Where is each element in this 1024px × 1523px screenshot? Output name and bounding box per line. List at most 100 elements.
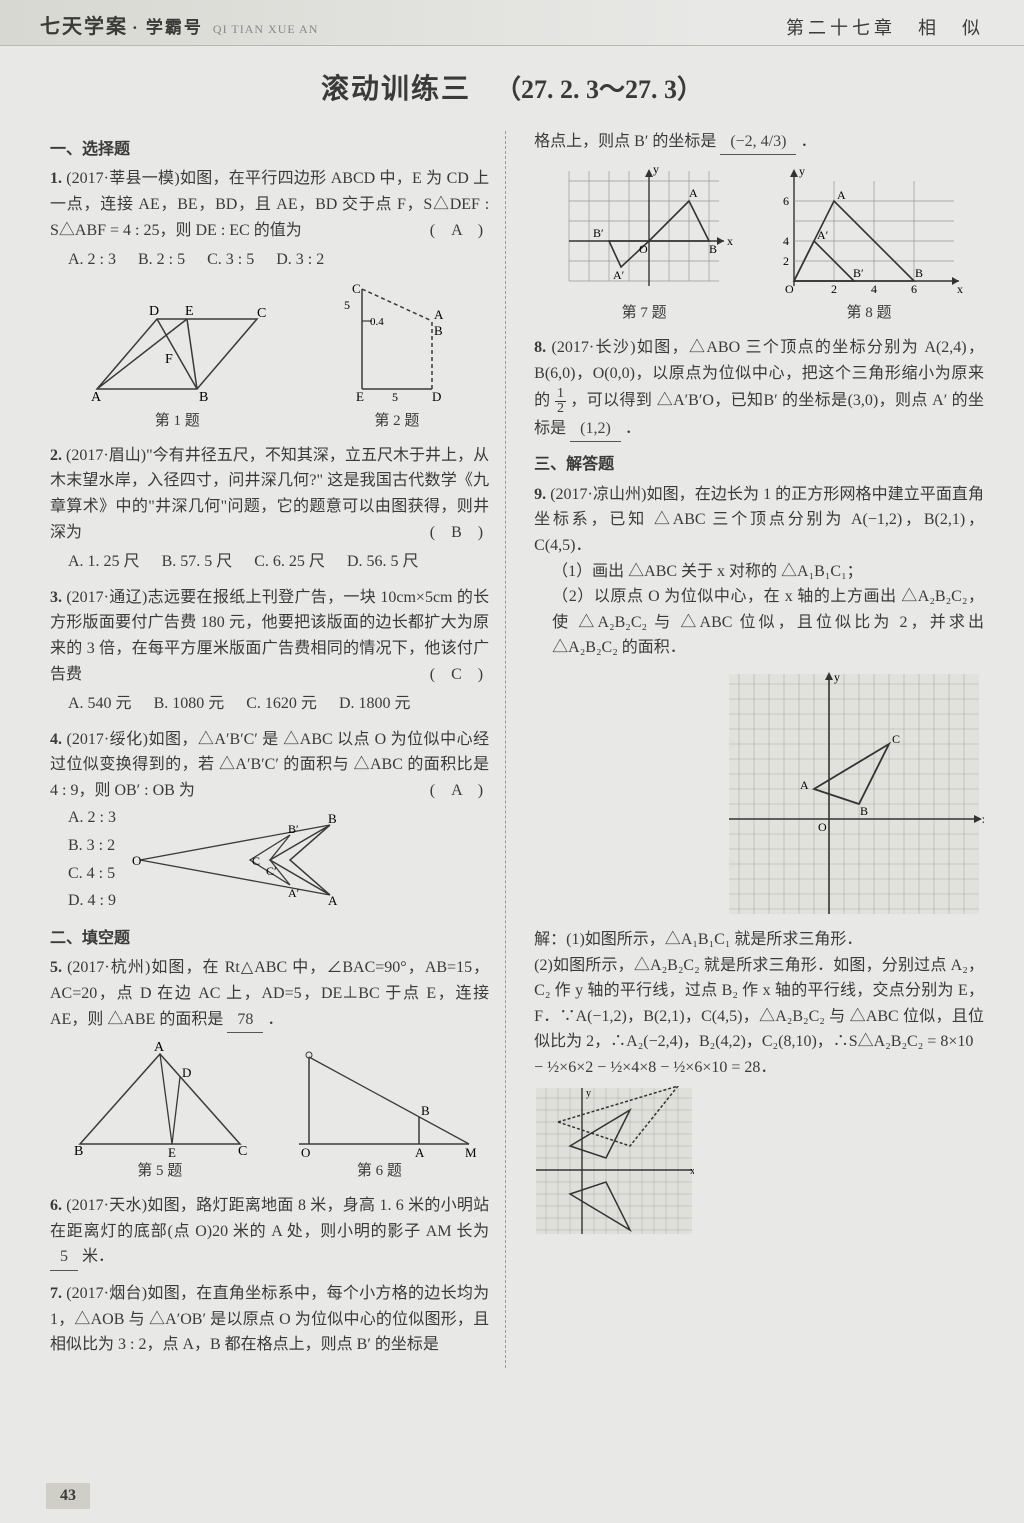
svg-text:A: A [328, 893, 338, 908]
title-range: （27. 2. 3～27. 3） [495, 75, 703, 104]
q4-opt-b: B. 3 : 2 [68, 833, 116, 859]
q8-period: ． [625, 420, 641, 437]
title-main: 滚动训练三 [321, 74, 471, 105]
q1-opt-c: C. 3 : 5 [207, 247, 254, 273]
svg-text:x: x [982, 812, 984, 826]
svg-text:B′: B′ [593, 226, 604, 240]
svg-text:y: y [586, 1088, 591, 1099]
q4-opt-d: D. 4 : 9 [68, 888, 116, 914]
question-7: 7. (2017·烟台)如图，在直角坐标系中，每个小方格的边长均为 1，△AOB… [50, 1281, 489, 1358]
q4-answer: ( A ) [430, 778, 483, 804]
svg-text:C: C [892, 732, 900, 746]
svg-text:5: 5 [344, 298, 350, 312]
q5-num: 5. [50, 959, 62, 976]
q2-options: A. 1. 25 尺 B. 57. 5 尺 C. 6. 25 尺 D. 56. … [50, 549, 489, 575]
svg-text:4: 4 [783, 234, 789, 248]
left-column: 一、选择题 1. (2017·莘县一模)如图，在平行四边形 ABCD 中，E 为… [50, 131, 506, 1368]
svg-text:A: A [91, 390, 102, 405]
q2-opt-d: D. 56. 5 尺 [347, 549, 419, 575]
svg-text:B′: B′ [853, 266, 864, 280]
svg-text:y: y [799, 164, 805, 178]
svg-text:E: E [185, 304, 194, 319]
section-3-head: 三、解答题 [534, 452, 984, 478]
svg-text:C: C [352, 281, 361, 296]
svg-text:D: D [149, 304, 159, 319]
svg-text:B′: B′ [288, 822, 299, 836]
q8-blank: (1,2) [570, 416, 621, 443]
q1-opt-a: A. 2 : 3 [68, 247, 116, 273]
svg-text:x: x [727, 234, 733, 248]
svg-text:A: A [415, 1145, 425, 1159]
q3-opt-c: C. 1620 元 [246, 691, 317, 717]
q2-answer: ( B ) [430, 520, 483, 546]
brand-sub: · 学霸号 [132, 18, 203, 37]
svg-text:4: 4 [871, 282, 877, 296]
svg-text:B: B [328, 811, 337, 826]
fig-q4: O B B′ A A′ C′ C [130, 805, 350, 915]
svg-text:O: O [639, 242, 648, 256]
svg-text:6: 6 [911, 282, 917, 296]
svg-text:D: D [432, 389, 441, 404]
q7-num: 7. [50, 1285, 62, 1302]
fig-q6-cap: 第 6 题 [279, 1159, 479, 1183]
svg-text:y: y [834, 670, 840, 684]
question-5: 5. (2017·杭州)如图，在 Rt△ABC 中，∠BAC=90°，AB=15… [50, 955, 489, 1183]
q7-period: ． [800, 133, 816, 150]
header-brand: 七天学案 · 学霸号 QI TIAN XUE AN [40, 11, 318, 43]
fig-q8: O 2 4 6 x 6 4 2 A A′ B B′ y 第 8 题 [769, 161, 969, 325]
q1-text: (2017·莘县一模)如图，在平行四边形 ABCD 中，E 为 CD 上一点，连… [50, 170, 489, 238]
brand-name: 七天学案 [40, 16, 128, 38]
fig-q5-cap: 第 5 题 [60, 1159, 260, 1183]
q9-sol-c: − ½×6×2 − ½×4×8 − ½×6×10 = 28． [534, 1055, 984, 1081]
q1-figures: A B C D E F 第 1 题 [50, 279, 489, 433]
fig-q1: A B C D E F 第 1 题 [77, 299, 277, 433]
fig-q7-cap: 第 7 题 [549, 301, 739, 325]
fig-q2: C A B E D 5 5 0.4 第 2 题 [332, 279, 462, 433]
question-4: 4. (2017·绥化)如图，△A′B′C′ 是 △ABC 以点 O 为位似中心… [50, 727, 489, 916]
q4-num: 4. [50, 731, 62, 748]
svg-text:A: A [154, 1040, 165, 1055]
svg-text:O: O [785, 282, 794, 296]
question-6: 6. (2017·天水)如图，路灯距离地面 8 米，身高 1. 6 米的小明站在… [50, 1193, 489, 1271]
svg-text:A: A [434, 307, 444, 322]
q9-p1: （1）画出 △ABC 关于 x 对称的 △A₁B₁C₁； [534, 559, 984, 585]
page-header: 七天学案 · 学霸号 QI TIAN XUE AN 第二十七章 相 似 [0, 0, 1024, 46]
svg-text:6: 6 [783, 194, 789, 208]
svg-text:5: 5 [392, 390, 398, 404]
q4-opt-a: A. 2 : 3 [68, 805, 116, 831]
svg-text:B: B [860, 804, 868, 818]
q1-opt-b: B. 2 : 5 [138, 247, 185, 273]
svg-text:B: B [709, 242, 717, 256]
q7-figures: x y A B B′ A′ O 第 7 题 [534, 161, 984, 325]
q1-options: A. 2 : 3 B. 2 : 5 C. 3 : 5 D. 3 : 2 [50, 247, 489, 273]
question-2: 2. (2017·眉山)"今有井径五尺，不知其深，立五尺木于井上，从木末望水岸，… [50, 443, 489, 575]
svg-text:C: C [238, 1144, 247, 1159]
q7-cont-prefix: 格点上，则点 B′ 的坐标是 [534, 133, 716, 150]
q4-opt-c: C. 4 : 5 [68, 861, 116, 887]
svg-text:A′: A′ [288, 886, 300, 900]
question-1: 1. (2017·莘县一模)如图，在平行四边形 ABCD 中，E 为 CD 上一… [50, 166, 489, 432]
q9-intro: (2017·凉山州)如图，在边长为 1 的正方形网格中建立平面直角坐标系，已知 … [534, 486, 984, 554]
q2-opt-c: C. 6. 25 尺 [254, 549, 325, 575]
q1-num: 1. [50, 170, 62, 187]
page-number: 43 [46, 1483, 90, 1509]
svg-text:0.4: 0.4 [370, 316, 384, 328]
q1-answer: ( A ) [430, 218, 483, 244]
svg-text:B: B [434, 323, 443, 338]
svg-text:E: E [168, 1145, 176, 1159]
q2-num: 2. [50, 447, 62, 464]
q4-text: (2017·绥化)如图，△A′B′C′ 是 △ABC 以点 O 为位似中心经过位… [50, 731, 489, 799]
q3-num: 3. [50, 589, 62, 606]
q7-blank: (−2, 4/3) [720, 129, 796, 156]
svg-text:B: B [421, 1103, 430, 1118]
svg-text:C: C [252, 854, 260, 868]
fig-q5: A B C D E 第 5 题 [60, 1039, 260, 1183]
q4-options: A. 2 : 3 B. 3 : 2 C. 4 : 5 D. 4 : 9 [50, 803, 116, 915]
q1-opt-d: D. 3 : 2 [276, 247, 324, 273]
svg-text:O: O [132, 853, 141, 868]
page-title: 滚动训练三 （27. 2. 3～27. 3） [0, 68, 1024, 113]
fig-q9-solution: x y [534, 1086, 694, 1236]
q3-opt-a: A. 540 元 [68, 691, 132, 717]
q7-text: (2017·烟台)如图，在直角坐标系中，每个小方格的边长均为 1，△AOB 与 … [50, 1285, 489, 1353]
question-3: 3. (2017·通辽)志远要在报纸上刊登广告，一块 10cm×5cm 的长方形… [50, 585, 489, 717]
